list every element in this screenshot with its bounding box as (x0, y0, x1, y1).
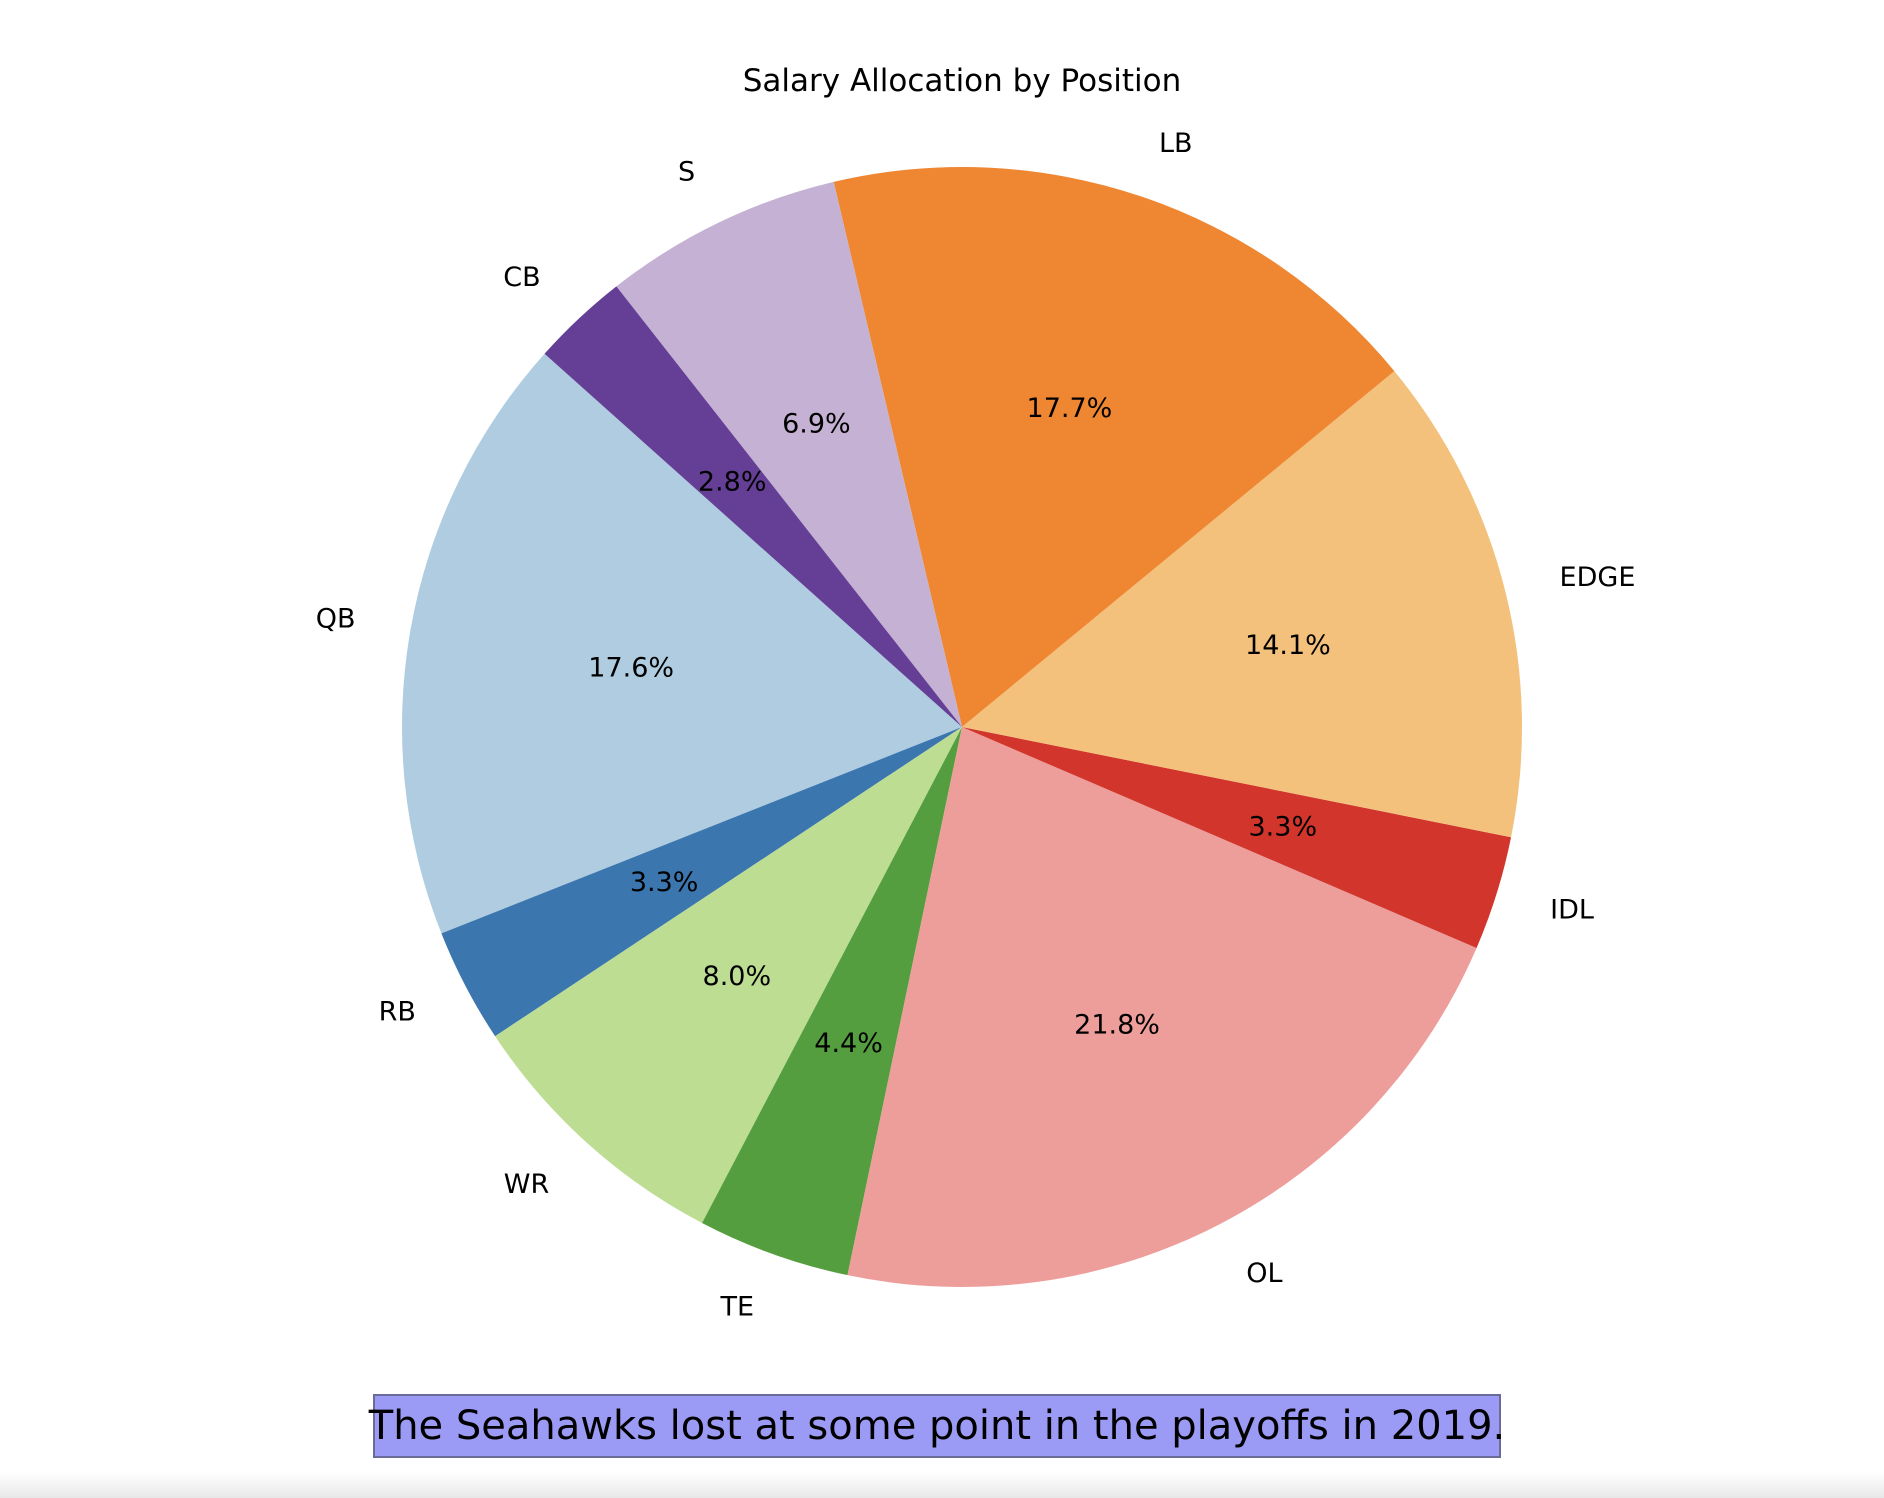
chart-title: Salary Allocation by Position (743, 63, 1181, 99)
pct-label-qb: 17.6% (588, 653, 674, 684)
pie-slice-qb (401, 353, 962, 934)
pie-slice-rb (441, 727, 962, 1037)
pie-slices (401, 167, 1522, 1287)
category-label-lb: LB (1159, 128, 1193, 159)
pie-slice-cb (544, 286, 962, 727)
category-label-cb: CB (503, 262, 540, 293)
pie-slice-idl (962, 727, 1512, 948)
pct-label-rb: 3.3% (630, 867, 699, 898)
pct-label-wr: 8.0% (703, 961, 772, 992)
category-labels: QB RB WR TE OL IDL EDGE LB S CB (316, 128, 1636, 1323)
pct-label-idl: 3.3% (1249, 811, 1318, 842)
pie-slice-ol (847, 727, 1477, 1287)
bottom-shade (0, 1472, 1884, 1498)
category-label-ol: OL (1246, 1258, 1282, 1289)
category-label-te: TE (720, 1291, 755, 1322)
pct-label-te: 4.4% (814, 1028, 883, 1059)
pct-label-edge: 14.1% (1245, 630, 1331, 661)
pie-slice-s (616, 181, 962, 728)
category-label-rb: RB (379, 997, 416, 1028)
category-label-edge: EDGE (1560, 562, 1636, 593)
pie-slice-te (702, 727, 962, 1276)
caption-text: The Seahawks lost at some point in the p… (368, 1403, 1506, 1449)
category-label-wr: WR (504, 1169, 549, 1200)
category-label-s: S (678, 156, 695, 187)
caption-box: The Seahawks lost at some point in the p… (369, 1394, 1505, 1458)
pct-label-lb: 17.7% (1027, 393, 1113, 424)
category-label-qb: QB (316, 604, 356, 635)
pct-label-cb: 2.8% (698, 466, 767, 497)
category-label-idl: IDL (1550, 895, 1594, 926)
pie-slice-lb (833, 167, 1395, 727)
percentage-labels: 17.6% 3.3% 8.0% 4.4% 21.8% 3.3% 14.1% 17.7% 6.9%… (588, 393, 1331, 1059)
pct-label-ol: 21.8% (1074, 1010, 1160, 1041)
pct-label-s: 6.9% (782, 409, 851, 440)
pie-slice-edge (962, 371, 1522, 838)
pie-slice-wr (495, 727, 962, 1224)
